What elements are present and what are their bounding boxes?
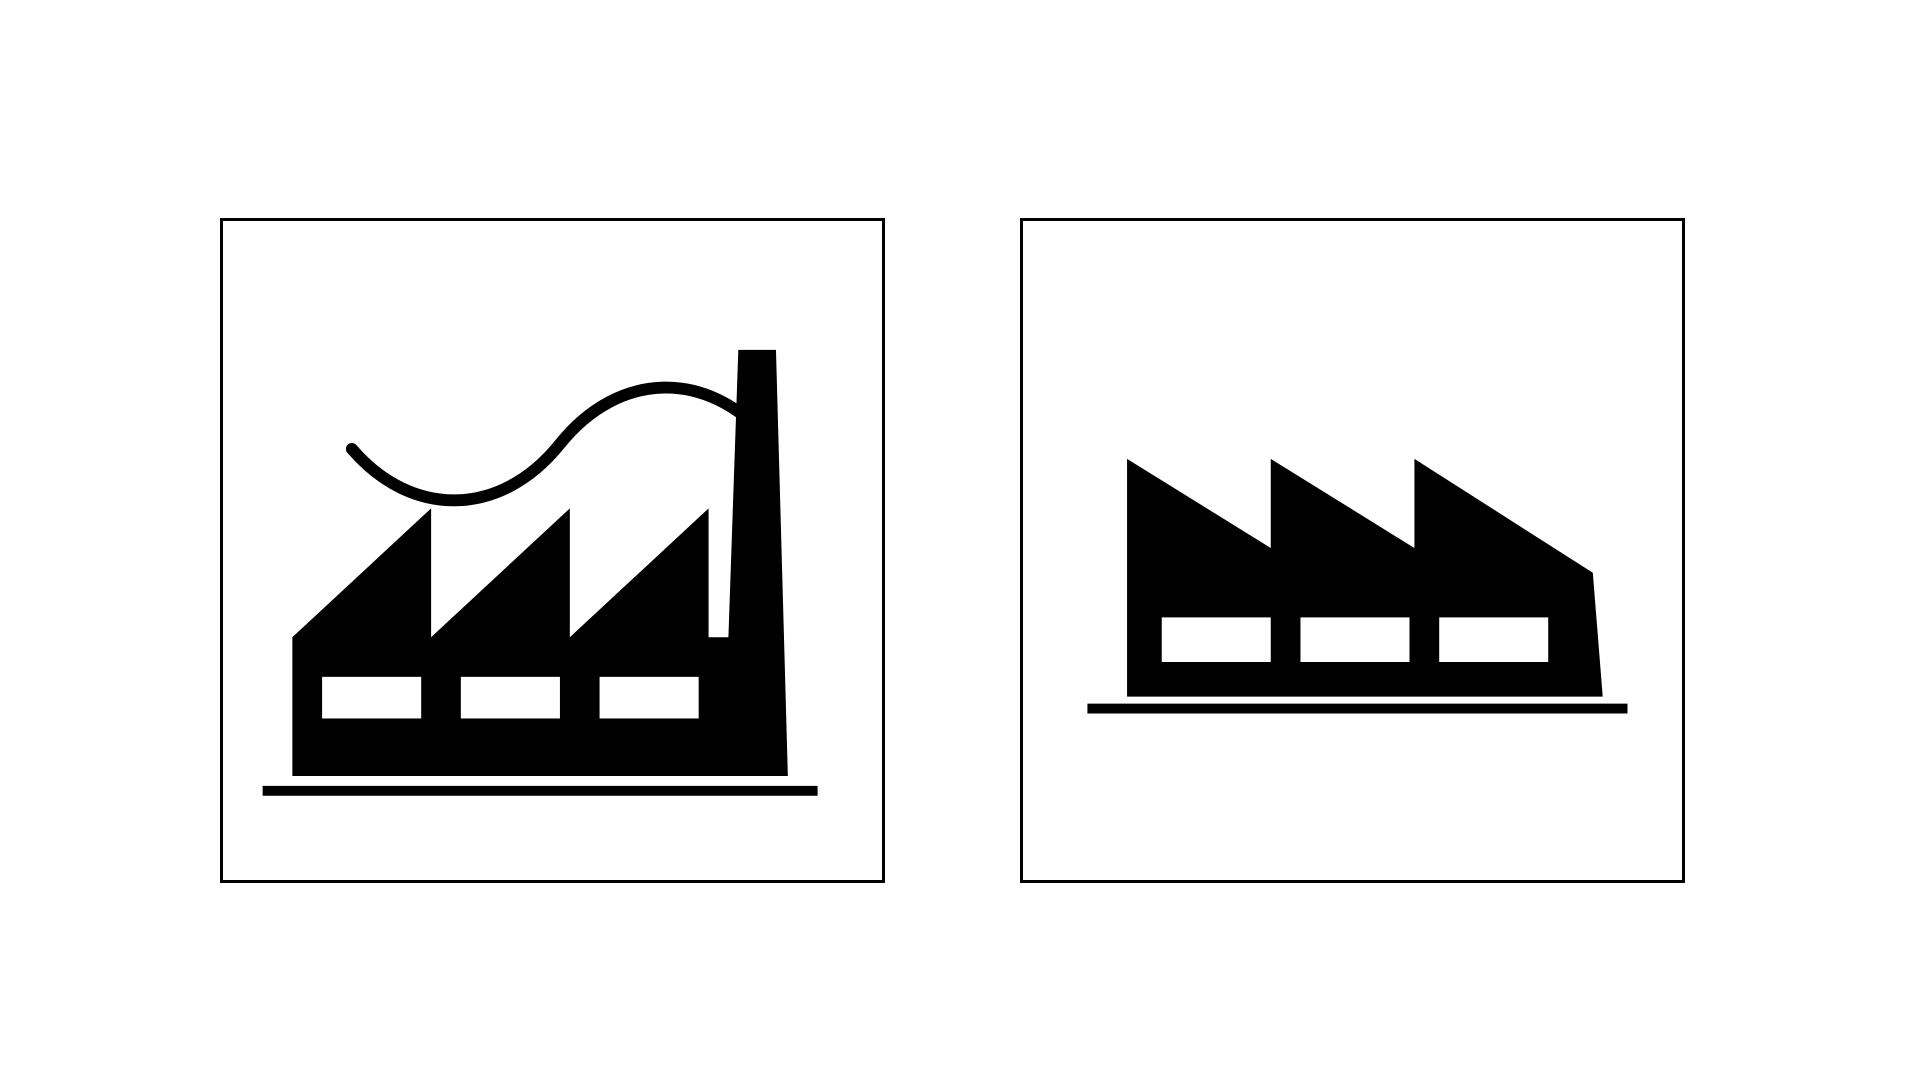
icon-tile-factory-sloped bbox=[1020, 218, 1685, 883]
canvas bbox=[0, 0, 1920, 1080]
icon-tile-factory-smoke bbox=[220, 218, 885, 883]
factory-sloped-icon bbox=[1023, 221, 1682, 880]
factory-smoke-icon bbox=[223, 221, 882, 880]
